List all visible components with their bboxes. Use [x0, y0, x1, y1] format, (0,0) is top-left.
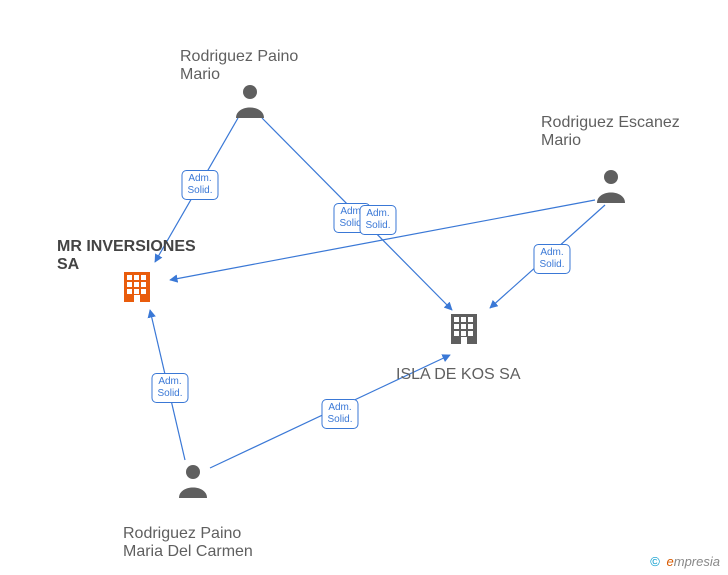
edge-label: Adm. Solid.: [321, 399, 358, 429]
node-label: MR INVERSIONES SA: [57, 238, 197, 274]
building-icon: [449, 312, 479, 346]
copyright-symbol: ©: [650, 554, 660, 569]
building-icon: [122, 270, 152, 304]
node-label: Rodriguez Paino Mario: [180, 48, 320, 84]
edge-label: Adm. Solid.: [359, 205, 396, 235]
person-icon: [233, 82, 267, 118]
edge-label: Adm. Solid.: [533, 244, 570, 274]
person-icon: [176, 462, 210, 498]
edge-label: Adm. Solid.: [181, 170, 218, 200]
person-icon: [594, 167, 628, 203]
edge-label: Adm. Solid.: [151, 373, 188, 403]
node-label: Rodriguez Escanez Mario: [541, 114, 681, 150]
diagram-canvas: Adm. Solid. Adm. Solid. Adm. Solid. Adm. So…: [0, 0, 728, 575]
watermark: © empresia: [650, 554, 720, 569]
watermark-brand-rest: mpresia: [674, 554, 720, 569]
node-label: ISLA DE KOS SA: [396, 366, 536, 384]
watermark-brand-first: e: [667, 554, 674, 569]
edges-layer: [0, 0, 728, 575]
node-label: Rodriguez Paino Maria Del Carmen: [123, 525, 263, 561]
